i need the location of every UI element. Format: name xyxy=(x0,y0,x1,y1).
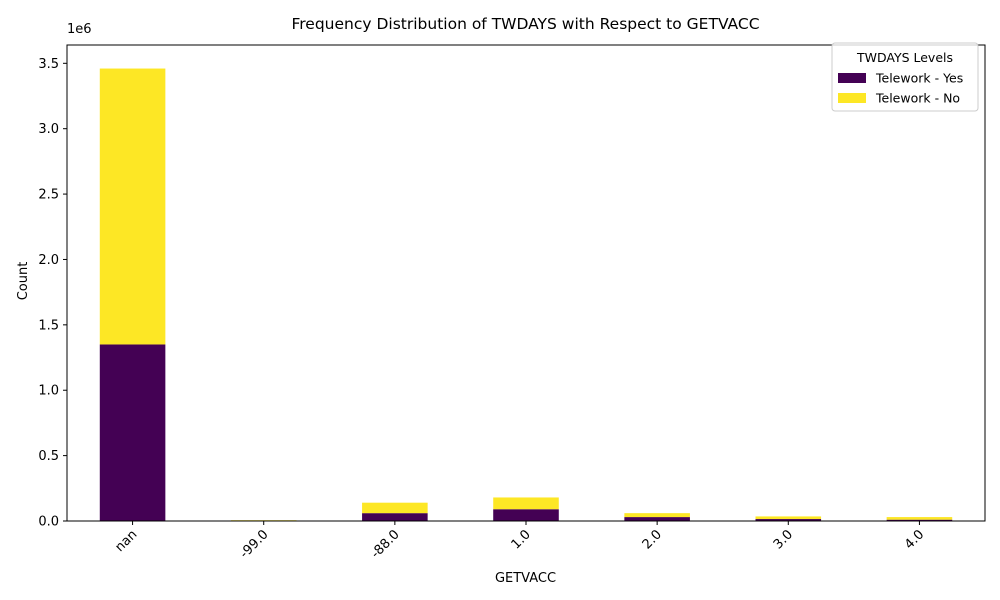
chart-title: Frequency Distribution of TWDAYS with Re… xyxy=(291,15,759,33)
y-tick-label: 2.5 xyxy=(38,188,59,203)
y-tick-label: 1.0 xyxy=(38,384,59,399)
bar-yes-4 xyxy=(624,517,690,521)
legend-items: Telework - Yes Telework - No xyxy=(838,71,963,106)
y-axis-label: Count xyxy=(16,262,31,301)
y-tick-label: 0.5 xyxy=(38,449,59,464)
x-tick-label: 3.0 xyxy=(771,527,796,552)
legend-swatch xyxy=(838,73,866,83)
legend-swatch xyxy=(838,93,866,103)
y-axis-scale-label: 1e6 xyxy=(67,22,92,37)
legend-title: TWDAYS Levels xyxy=(856,50,953,65)
bar-yes-3 xyxy=(493,509,559,521)
bar-yes-5 xyxy=(755,519,822,521)
plot-frame xyxy=(66,44,986,522)
legend-label: Telework - Yes xyxy=(875,71,963,86)
x-axis-ticks: nan -99.0 -88.0 1.0 2.0 3.0 4.0 xyxy=(113,521,927,562)
bar-no-2 xyxy=(362,502,428,514)
x-tick-label: 4.0 xyxy=(902,527,927,552)
bar-no-5 xyxy=(755,516,822,520)
legend: TWDAYS Levels Telework - Yes Telework - N… xyxy=(831,42,979,112)
bar-no-1 xyxy=(230,520,297,521)
y-axis-ticks: 0.0 0.5 1.0 1.5 2.0 2.5 3.0 3.5 xyxy=(38,57,67,530)
y-tick-label: 3.0 xyxy=(38,122,59,137)
bar-no-3 xyxy=(493,497,559,510)
x-tick-label: -88.0 xyxy=(368,527,402,561)
y-tick-label: 2.0 xyxy=(38,253,59,268)
y-tick-label: 0.0 xyxy=(38,515,59,530)
y-tick-label: 3.5 xyxy=(38,57,59,72)
bar-no-6 xyxy=(886,517,953,520)
bar-no-0 xyxy=(99,68,166,345)
bar-yes-0 xyxy=(99,344,166,521)
legend-frame xyxy=(831,42,979,112)
x-axis-label: GETVACC xyxy=(495,571,556,586)
x-tick-label: 1.0 xyxy=(509,527,534,552)
legend-label: Telework - No xyxy=(875,91,960,106)
bar-yes-6 xyxy=(886,519,953,521)
bar-yes-2 xyxy=(362,513,428,521)
bars xyxy=(99,68,953,521)
x-tick-label: -99.0 xyxy=(237,527,271,561)
x-tick-label: 2.0 xyxy=(640,527,665,552)
x-tick-label: nan xyxy=(113,527,141,555)
y-tick-label: 1.5 xyxy=(38,318,59,333)
bar-no-4 xyxy=(624,513,690,518)
